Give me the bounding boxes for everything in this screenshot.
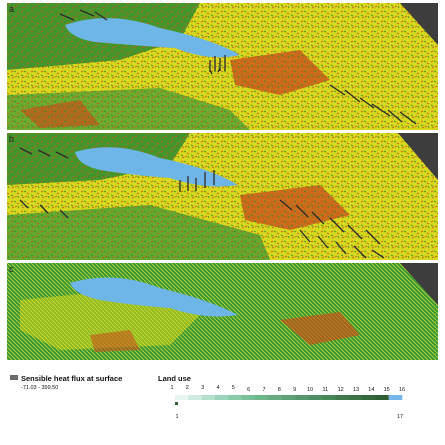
landuse-color-cell: [228, 395, 243, 400]
landuse-tick-label: 14: [368, 387, 374, 393]
landuse-tick-label: 2: [186, 385, 189, 391]
panel-c-lake: [70, 277, 238, 317]
landuse-color-cell: [255, 395, 269, 400]
landuse-color-cell: [335, 395, 349, 400]
landuse-tick-label: 11: [322, 387, 328, 393]
panel-c-label: c: [9, 264, 14, 274]
landuse-color-cell: [281, 395, 296, 400]
landuse-bottom-tick-label: 17: [397, 414, 403, 420]
legend-landuse-ticks: 1 2 3 4 5 6 7 8 9 10 11 12 13 14 15 16: [170, 385, 405, 393]
landuse-tick-label: 16: [399, 387, 405, 393]
landuse-color-cell: [348, 395, 363, 400]
landuse-tick-label: 5: [232, 385, 235, 391]
landuse-tick-label: 4: [216, 385, 219, 391]
panel-b-label: b: [9, 134, 14, 144]
landuse-color-cell: [295, 395, 309, 400]
landuse-tick-label: 7: [262, 387, 265, 393]
landuse-color-cell: [375, 395, 389, 400]
landuse-color-cell: [388, 395, 403, 400]
landuse-color-cell: [215, 395, 229, 400]
landuse-color-cell: [361, 395, 376, 400]
landuse-tick-label: 6: [247, 387, 250, 393]
landuse-tick-label: 13: [353, 387, 359, 393]
landuse-tick-label: 10: [307, 387, 313, 393]
panel-a-texture: [7, 3, 438, 130]
legend-sensible-swatch: [10, 375, 18, 380]
legend-landuse: Land use 1 2 3 4 5 6 7 8 9 10 11 12 13 14 15 16 1 17: [158, 374, 405, 420]
landuse-tick-label: 12: [338, 387, 344, 393]
panel-c: c: [7, 263, 438, 360]
panel-c-red-zone: [90, 330, 140, 352]
panel-c-dark-region: [400, 263, 438, 305]
landuse-color-cell: [201, 395, 216, 400]
landuse-color-cell: [188, 395, 202, 400]
legend-sensible-title: Sensible heat flux at surface: [21, 374, 122, 383]
panel-a-lake: [65, 18, 240, 58]
landuse-tick-label: 1: [170, 385, 173, 391]
landuse-tick-label: 9: [293, 387, 296, 393]
landuse-tick-label: 3: [201, 385, 204, 391]
panel-a: a: [7, 3, 438, 130]
panel-a-label: a: [9, 4, 14, 14]
panel-b: b: [7, 133, 438, 260]
panel-b-dark-region: [398, 133, 438, 180]
landuse-color-cell: [308, 395, 323, 400]
legend-landuse-title: Land use: [158, 374, 191, 383]
landuse-color-cell: [268, 395, 283, 400]
panel-a-dark-region: [400, 3, 438, 45]
panel-b-texture: [7, 133, 438, 260]
landuse-color-cell: [175, 395, 189, 400]
landuse-color-cell: [241, 395, 256, 400]
legend-landuse-bottom-ticks: 1 17: [175, 402, 403, 420]
legend-sensible-range: -71.03 - 399.50: [21, 385, 58, 391]
panel-b-wind-vectors: [19, 147, 385, 259]
legend-landuse-colorbar: [175, 395, 403, 400]
landuse-bottom-tick-label: 1: [175, 414, 178, 420]
landuse-color-cell: [321, 395, 336, 400]
panel-b-lake: [75, 147, 238, 187]
landuse-tick-label: 15: [384, 387, 390, 393]
panel-c-red-zone: [280, 312, 360, 345]
panel-a-wind-vectors: [59, 9, 417, 125]
legend-sensible-heat: Sensible heat flux at surface -71.03 - 3…: [10, 374, 122, 391]
landuse-marker: [175, 402, 178, 405]
landuse-tick-label: 8: [278, 387, 281, 393]
